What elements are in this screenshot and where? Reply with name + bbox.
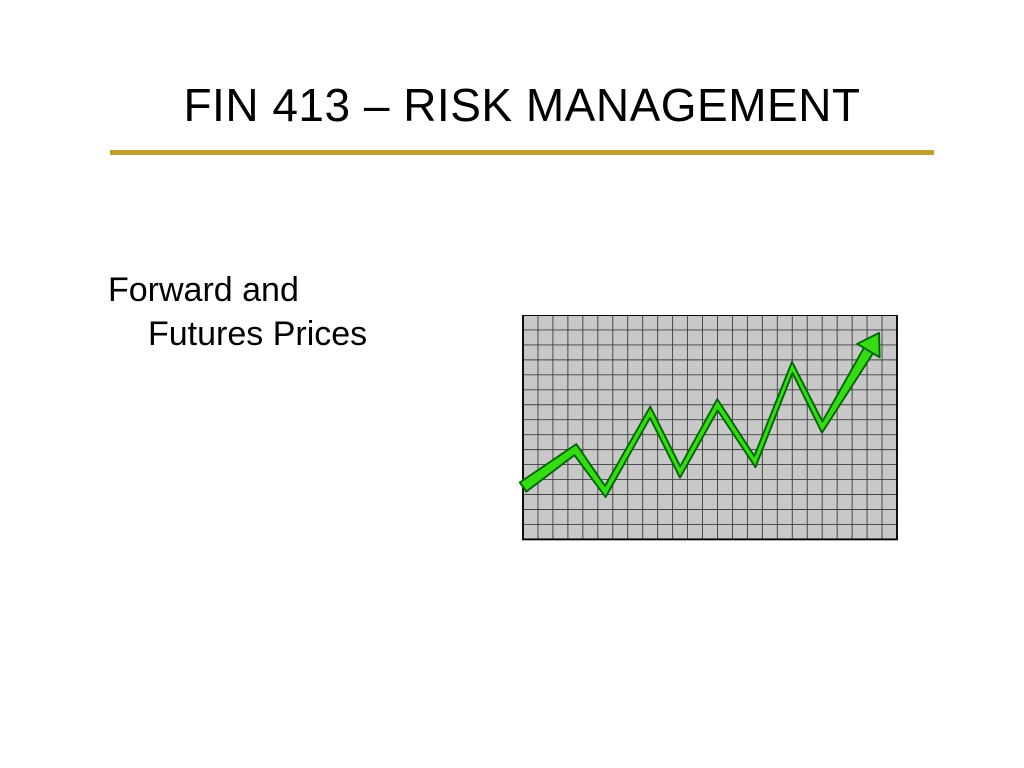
slide-title: FIN 413 – RISK MANAGEMENT [110, 78, 934, 132]
subtitle-block: Forward and Futures Prices [108, 268, 458, 356]
trend-chart [510, 315, 910, 545]
title-underline [110, 150, 934, 155]
title-block: FIN 413 – RISK MANAGEMENT [110, 78, 934, 155]
chart-svg [510, 315, 910, 545]
subtitle-line1: Forward and [108, 268, 458, 312]
slide: FIN 413 – RISK MANAGEMENT Forward and Fu… [0, 0, 1024, 768]
subtitle-line2: Futures Prices [108, 312, 458, 356]
